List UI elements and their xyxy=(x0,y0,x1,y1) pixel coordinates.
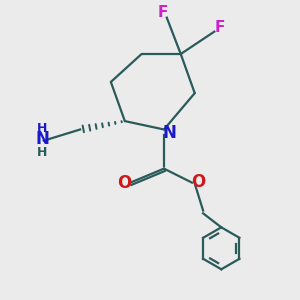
Text: H: H xyxy=(37,146,48,159)
Text: O: O xyxy=(117,174,131,192)
Text: F: F xyxy=(158,4,168,20)
Text: H: H xyxy=(37,122,48,135)
Text: N: N xyxy=(35,130,49,148)
Text: F: F xyxy=(215,20,225,35)
Text: O: O xyxy=(191,173,205,191)
Text: N: N xyxy=(162,124,176,142)
